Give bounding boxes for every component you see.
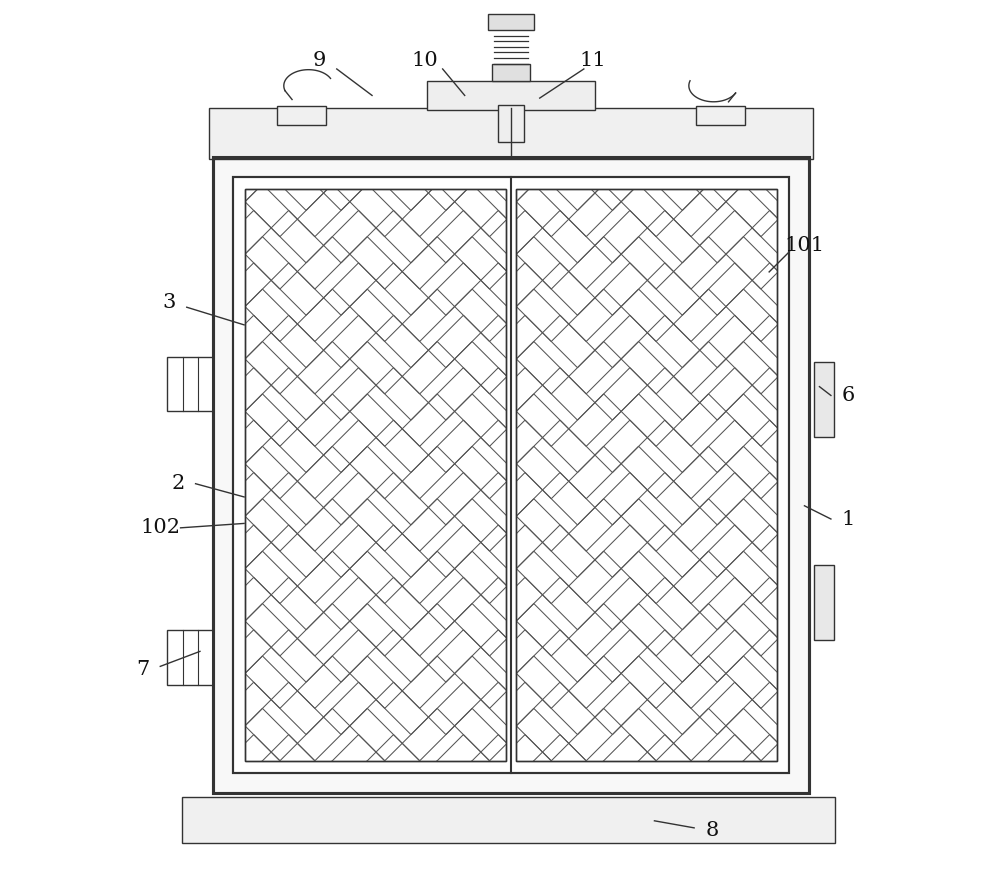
Text: 1: 1 [842, 510, 855, 528]
Bar [167, 357, 213, 411]
Text: 101: 101 [784, 236, 825, 255]
Text: 10: 10 [412, 51, 438, 69]
Text: 6: 6 [842, 386, 855, 405]
Bar [498, 105, 524, 142]
Text: 2: 2 [171, 474, 185, 493]
Bar [492, 64, 530, 82]
Text: 102: 102 [140, 519, 180, 537]
Bar [245, 189, 506, 761]
Bar [277, 106, 326, 125]
Text: 9: 9 [312, 51, 326, 69]
Bar [233, 177, 789, 773]
Text: 8: 8 [705, 821, 718, 840]
Bar [516, 189, 777, 761]
Text: 3: 3 [162, 293, 176, 313]
Bar [245, 189, 506, 761]
Bar [167, 630, 213, 685]
Bar [427, 82, 595, 109]
Text: 7: 7 [136, 660, 149, 678]
Bar [516, 189, 777, 761]
Bar [233, 177, 789, 773]
Bar [213, 157, 809, 793]
Text: 11: 11 [579, 51, 606, 69]
Bar [814, 565, 834, 640]
Bar [696, 106, 745, 125]
Bar [213, 157, 809, 793]
Bar [182, 797, 835, 843]
Bar [814, 361, 834, 437]
Bar [209, 107, 813, 159]
Bar [488, 14, 534, 30]
